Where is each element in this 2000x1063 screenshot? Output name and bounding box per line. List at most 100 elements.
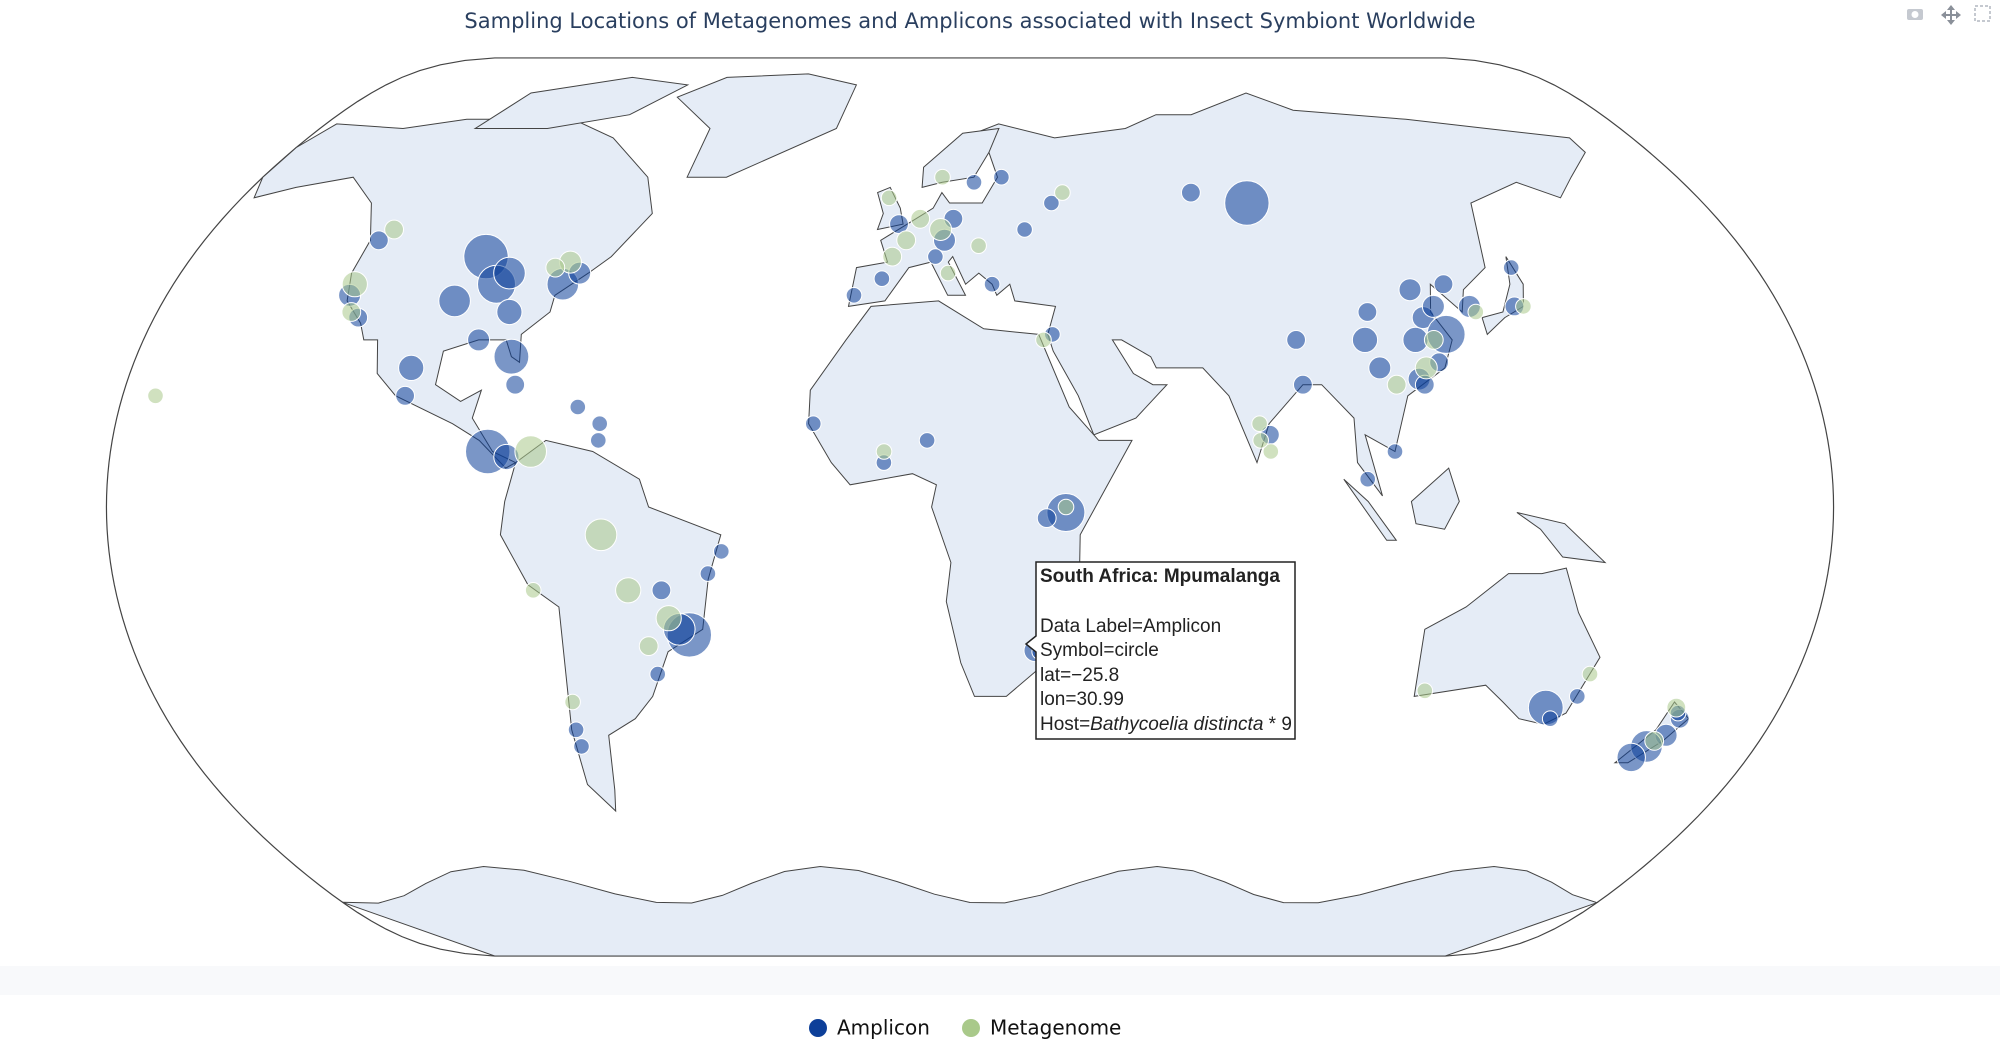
marker[interactable] <box>655 605 682 632</box>
marker[interactable] <box>1016 221 1033 238</box>
marker[interactable] <box>514 435 548 468</box>
marker[interactable] <box>564 693 581 711</box>
marker[interactable] <box>590 432 607 449</box>
marker[interactable] <box>1416 682 1434 700</box>
marker[interactable] <box>384 219 405 240</box>
marker[interactable] <box>398 354 425 381</box>
marker[interactable] <box>1224 180 1270 226</box>
legend-label[interactable]: Metagenome <box>990 1016 1121 1040</box>
marker[interactable] <box>1043 194 1060 212</box>
marker[interactable] <box>896 230 917 251</box>
marker[interactable] <box>147 387 164 405</box>
marker[interactable] <box>1423 330 1444 350</box>
marker[interactable] <box>1035 331 1052 349</box>
marker[interactable] <box>1414 356 1438 380</box>
marker[interactable] <box>505 374 526 395</box>
marker[interactable] <box>875 443 893 460</box>
marker[interactable] <box>1368 356 1392 380</box>
marker[interactable] <box>889 214 909 235</box>
marker[interactable] <box>939 264 957 282</box>
marker[interactable] <box>983 275 1001 293</box>
marker[interactable] <box>910 208 931 229</box>
marker[interactable] <box>927 248 944 265</box>
marker[interactable] <box>1433 274 1454 295</box>
host-species: Bathycoelia distincta <box>1090 714 1263 735</box>
tooltip-box <box>1024 561 1296 740</box>
marker[interactable] <box>1057 498 1075 516</box>
marker[interactable] <box>584 518 618 552</box>
tooltip: South Africa: Mpumalanga Data Label=Ampl… <box>1024 561 1296 740</box>
legend-label[interactable]: Amplicon <box>837 1016 930 1040</box>
marker[interactable] <box>1357 302 1378 322</box>
tooltip-line: Host=Bathycoelia distincta * 9 <box>1040 714 1292 735</box>
pan-icon[interactable] <box>1941 5 1961 25</box>
marker[interactable] <box>845 287 863 304</box>
marker[interactable] <box>1644 731 1665 751</box>
marker[interactable] <box>1666 697 1687 718</box>
marker[interactable] <box>1286 330 1306 350</box>
marker[interactable] <box>1421 294 1445 318</box>
marker[interactable] <box>880 189 898 207</box>
marker[interactable] <box>369 230 389 251</box>
marker[interactable] <box>1398 278 1422 302</box>
marker[interactable] <box>341 302 362 322</box>
marker[interactable] <box>882 246 903 267</box>
marker[interactable] <box>965 174 983 191</box>
marker[interactable] <box>1293 374 1313 395</box>
marker[interactable] <box>615 577 642 604</box>
marker[interactable] <box>1262 443 1280 460</box>
marker[interactable] <box>1351 326 1379 353</box>
antarctica <box>342 865 1599 957</box>
marker[interactable] <box>970 237 987 254</box>
marker[interactable] <box>1386 374 1407 395</box>
marker[interactable] <box>493 338 530 375</box>
marker[interactable] <box>1036 508 1057 528</box>
marker[interactable] <box>1515 298 1532 315</box>
markers <box>147 168 1690 773</box>
legend-marker[interactable] <box>962 1019 980 1037</box>
marker[interactable] <box>1541 710 1559 728</box>
marker[interactable] <box>1581 665 1599 683</box>
marker[interactable] <box>1054 184 1071 201</box>
marker[interactable] <box>918 432 936 449</box>
marker[interactable] <box>699 565 717 582</box>
marker[interactable] <box>651 580 672 601</box>
arctic-islands <box>473 76 690 129</box>
marker[interactable] <box>438 284 471 318</box>
marker[interactable] <box>638 636 659 656</box>
marker[interactable] <box>1569 688 1586 705</box>
marker[interactable] <box>929 218 953 241</box>
legend-marker[interactable] <box>809 1019 827 1037</box>
eurasia <box>847 92 1586 497</box>
marker[interactable] <box>496 298 523 326</box>
marker[interactable] <box>1252 432 1269 449</box>
marker[interactable] <box>493 256 526 290</box>
marker[interactable] <box>649 665 667 683</box>
marker[interactable] <box>591 415 609 433</box>
select-icon[interactable] <box>1974 5 1991 22</box>
marker[interactable] <box>524 582 542 599</box>
marker[interactable] <box>567 721 585 739</box>
marker[interactable] <box>1251 415 1268 433</box>
marker[interactable] <box>805 415 822 433</box>
marker[interactable] <box>1181 182 1201 203</box>
marker[interactable] <box>1359 470 1376 488</box>
tooltip-line: lon=30.99 <box>1040 689 1124 710</box>
marker[interactable] <box>569 398 587 416</box>
marker[interactable] <box>545 257 566 278</box>
marker[interactable] <box>1467 303 1485 321</box>
marker[interactable] <box>395 385 416 406</box>
marker[interactable] <box>467 328 491 352</box>
marker[interactable] <box>573 738 590 755</box>
marker[interactable] <box>873 270 891 288</box>
modebar[interactable] <box>1907 5 1991 25</box>
marker[interactable] <box>1616 742 1646 773</box>
marker[interactable] <box>341 271 368 298</box>
marker[interactable] <box>934 168 951 186</box>
marker[interactable] <box>1386 443 1404 460</box>
marker[interactable] <box>1502 259 1520 276</box>
marker[interactable] <box>993 168 1010 186</box>
tooltip-line: Data Label=Amplicon <box>1040 616 1221 637</box>
marker[interactable] <box>713 543 730 560</box>
